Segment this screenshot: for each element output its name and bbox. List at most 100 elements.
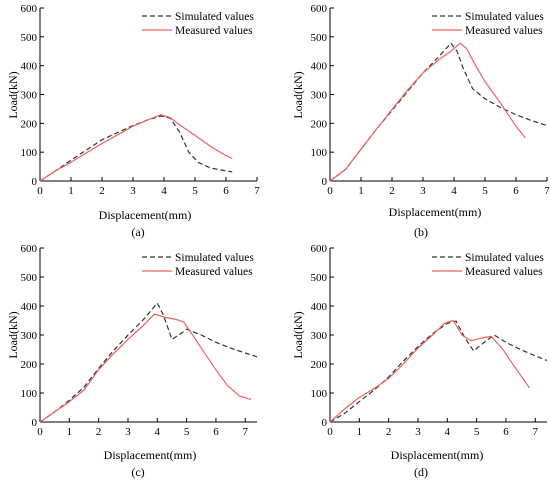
measured-values-line: [39, 114, 233, 182]
panel-a-ylabel: Load(kN): [6, 71, 20, 118]
panel-a: 0 100 200 300 400 500 600 0 1 2 3 4 5 6 7 Displacement…: [6, 3, 260, 239]
x-tick-label: 2: [386, 426, 392, 438]
x-tick-label: 3: [415, 426, 421, 438]
panel-d-label: (d): [414, 465, 428, 479]
y-tick-label: 100: [311, 388, 328, 400]
panel-d: 0 100 200 300 400 500 600 0 1 2 3 4 5 6 7 Displacement…: [291, 243, 548, 479]
x-tick-label: 5: [482, 185, 488, 197]
y-tick-label: 100: [21, 147, 38, 159]
y-tick-label: 0: [322, 417, 328, 429]
y-tick-label: 100: [21, 388, 38, 400]
legend-label-simulated: Simulated values: [175, 11, 254, 23]
x-tick-label: 4: [161, 185, 167, 197]
x-tick-label: 3: [420, 185, 426, 197]
panel-d-plot: 0 100 200 300 400 500 600 0 1 2 3 4 5 6 7: [311, 243, 548, 438]
x-tick-label: 6: [213, 426, 219, 438]
y-tick-label: 400: [21, 61, 38, 73]
panel-b-xlabel: Displacement(mm): [389, 205, 482, 219]
x-tick-label: 5: [184, 426, 190, 438]
panel-b-ylabel: Load(kN): [291, 71, 305, 118]
y-tick-label: 300: [21, 330, 38, 342]
y-tick-label: 0: [322, 176, 328, 188]
legend-label-simulated: Simulated values: [175, 252, 254, 264]
y-tick-label: 600: [311, 243, 328, 255]
legend-label-measured: Measured values: [465, 25, 543, 37]
x-tick-label: 6: [513, 185, 519, 197]
x-tick-label: 1: [67, 426, 73, 438]
legend-label-measured: Measured values: [175, 25, 253, 37]
x-tick-label: 0: [327, 185, 333, 197]
y-tick-label: 600: [311, 3, 328, 15]
y-tick-label: 200: [311, 118, 328, 130]
y-tick-label: 300: [311, 330, 328, 342]
x-tick-label: 6: [223, 185, 229, 197]
y-tick-label: 600: [21, 3, 38, 15]
y-tick-label: 500: [21, 272, 38, 284]
x-tick-label: 7: [544, 185, 550, 197]
y-tick-label: 300: [21, 90, 38, 102]
x-tick-label: 4: [445, 426, 451, 438]
legend-label-measured: Measured values: [175, 266, 253, 278]
y-tick-label: 300: [311, 90, 328, 102]
x-tick-label: 1: [68, 185, 74, 197]
y-tick-label: 500: [21, 32, 38, 44]
x-tick-label: 5: [192, 185, 198, 197]
x-tick-label: 7: [254, 185, 260, 197]
y-tick-label: 400: [311, 61, 328, 73]
panel-d-legend: Simulated values Measured values: [432, 252, 544, 278]
panel-b-label: (b): [414, 225, 428, 239]
y-tick-label: 0: [32, 417, 38, 429]
panel-b-legend: Simulated values Measured values: [432, 11, 544, 37]
y-tick-label: 200: [311, 359, 328, 371]
x-tick-label: 0: [327, 426, 333, 438]
y-tick-label: 200: [21, 118, 38, 130]
panel-d-ylabel: Load(kN): [291, 311, 305, 358]
x-tick-label: 7: [533, 426, 539, 438]
x-tick-label: 2: [96, 426, 102, 438]
x-tick-label: 1: [358, 185, 364, 197]
x-tick-label: 2: [99, 185, 105, 197]
x-tick-label: 1: [357, 426, 363, 438]
measured-values-line: [39, 313, 252, 423]
legend-label-measured: Measured values: [465, 266, 543, 278]
panel-c-ylabel: Load(kN): [6, 311, 20, 358]
x-tick-label: 0: [37, 426, 43, 438]
x-tick-label: 4: [155, 426, 161, 438]
y-tick-label: 500: [311, 32, 328, 44]
panel-c-plot: 0 100 200 300 400 500 600 0 1 2 3 4 5 6 7: [21, 243, 258, 438]
panel-c-xlabel: Displacement(mm): [104, 448, 197, 462]
legend-label-simulated: Simulated values: [465, 252, 544, 264]
panel-d-xlabel: Displacement(mm): [391, 448, 484, 462]
measured-values-line: [329, 319, 530, 423]
y-tick-label: 200: [21, 359, 38, 371]
x-tick-label: 2: [389, 185, 395, 197]
x-tick-label: 6: [503, 426, 509, 438]
simulated-values-line: [39, 115, 233, 182]
y-tick-label: 100: [311, 147, 328, 159]
simulated-values-line: [329, 42, 548, 182]
x-tick-label: 3: [125, 426, 131, 438]
y-tick-label: 400: [21, 301, 38, 313]
simulated-values-line: [329, 320, 548, 423]
x-tick-label: 3: [130, 185, 136, 197]
panel-c-label: (c): [131, 465, 144, 479]
panel-b: 0 100 200 300 400 500 600 0 1 2 3 4 5 6 7 Displacement…: [291, 3, 550, 239]
panel-b-plot: 0 100 200 300 400 500 600 0 1 2 3 4 5 6 7: [311, 3, 550, 197]
measured-values-line: [329, 42, 526, 182]
x-tick-label: 7: [243, 426, 249, 438]
panel-c: 0 100 200 300 400 500 600 0 1 2 3 4 5 6 7 Displacement…: [6, 243, 258, 479]
x-tick-label: 0: [37, 185, 43, 197]
x-tick-label: 4: [451, 185, 457, 197]
legend-label-simulated: Simulated values: [465, 11, 544, 23]
simulated-values-line: [39, 302, 258, 423]
panel-a-label: (a): [131, 225, 144, 239]
panel-a-plot: 0 100 200 300 400 500 600 0 1 2 3 4 5 6 7: [21, 3, 261, 197]
panel-a-xlabel: Displacement(mm): [99, 208, 192, 222]
panel-a-legend: Simulated values Measured values: [142, 11, 254, 37]
y-tick-label: 600: [21, 243, 38, 255]
y-tick-label: 0: [32, 176, 38, 188]
x-tick-label: 5: [474, 426, 480, 438]
y-tick-label: 500: [311, 272, 328, 284]
panel-c-legend: Simulated values Measured values: [142, 252, 254, 278]
